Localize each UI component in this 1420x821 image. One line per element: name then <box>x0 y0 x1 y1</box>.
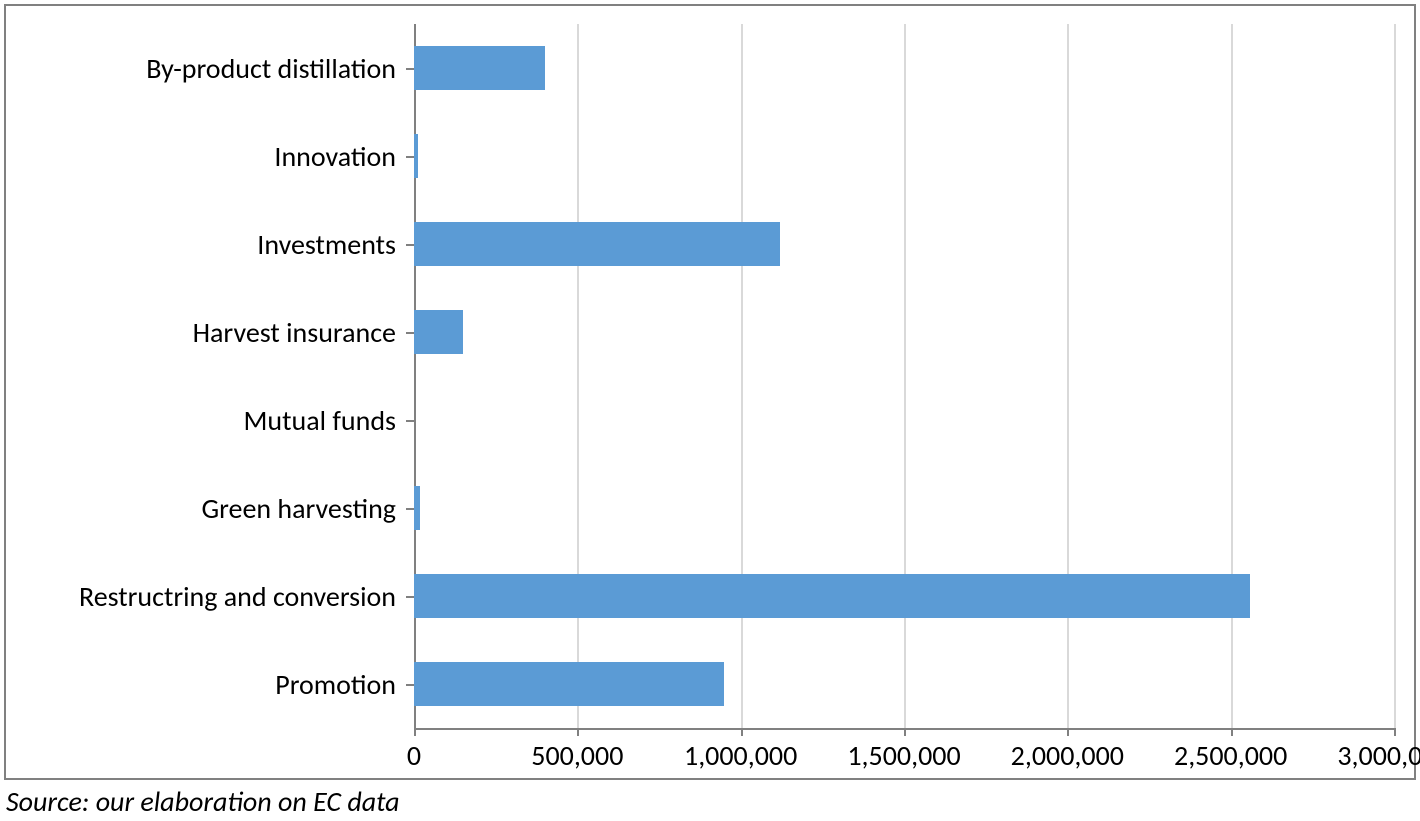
y-tick <box>406 156 414 158</box>
gridline <box>741 24 743 728</box>
gridline <box>904 24 906 728</box>
x-tick <box>1394 728 1396 736</box>
x-tick-label: 0 <box>334 738 494 773</box>
category-label: Investments <box>257 227 396 262</box>
bar <box>414 574 1250 618</box>
category-label: Green harvesting <box>201 491 396 526</box>
x-tick-label: 2,500,000 <box>1151 738 1311 773</box>
x-tick-label: 2,000,000 <box>987 738 1147 773</box>
chart-border: 0500,0001,000,0001,500,0002,000,0002,500… <box>4 4 1416 780</box>
x-tick-label: 500,000 <box>497 738 657 773</box>
category-label: By-product distillation <box>146 51 396 86</box>
gridline <box>1394 24 1396 728</box>
y-tick <box>406 596 414 598</box>
gridline <box>577 24 579 728</box>
figure-container: 0500,0001,000,0001,500,0002,000,0002,500… <box>0 0 1420 821</box>
bar <box>414 46 545 90</box>
category-label: Innovation <box>274 139 396 174</box>
bar <box>414 222 780 266</box>
source-caption: Source: our elaboration on EC data <box>6 784 400 819</box>
category-label: Mutual funds <box>243 403 396 438</box>
x-tick-label: 1,500,000 <box>824 738 984 773</box>
y-tick <box>406 684 414 686</box>
category-label: Restructring and conversion <box>79 579 396 614</box>
y-tick <box>406 508 414 510</box>
bar <box>414 662 724 706</box>
category-label: Promotion <box>275 667 396 702</box>
y-axis-line <box>414 24 416 728</box>
x-tick-label: 3,000,000 <box>1314 738 1420 773</box>
y-tick <box>406 420 414 422</box>
y-tick <box>406 68 414 70</box>
plot-area: 0500,0001,000,0001,500,0002,000,0002,500… <box>414 24 1394 728</box>
gridline <box>1231 24 1233 728</box>
x-axis-line <box>414 728 1394 730</box>
bar <box>414 310 463 354</box>
y-tick <box>406 244 414 246</box>
x-tick-label: 1,000,000 <box>661 738 821 773</box>
category-label: Harvest insurance <box>193 315 396 350</box>
bar <box>414 486 420 530</box>
gridline <box>1067 24 1069 728</box>
bar <box>414 134 418 178</box>
y-tick <box>406 332 414 334</box>
